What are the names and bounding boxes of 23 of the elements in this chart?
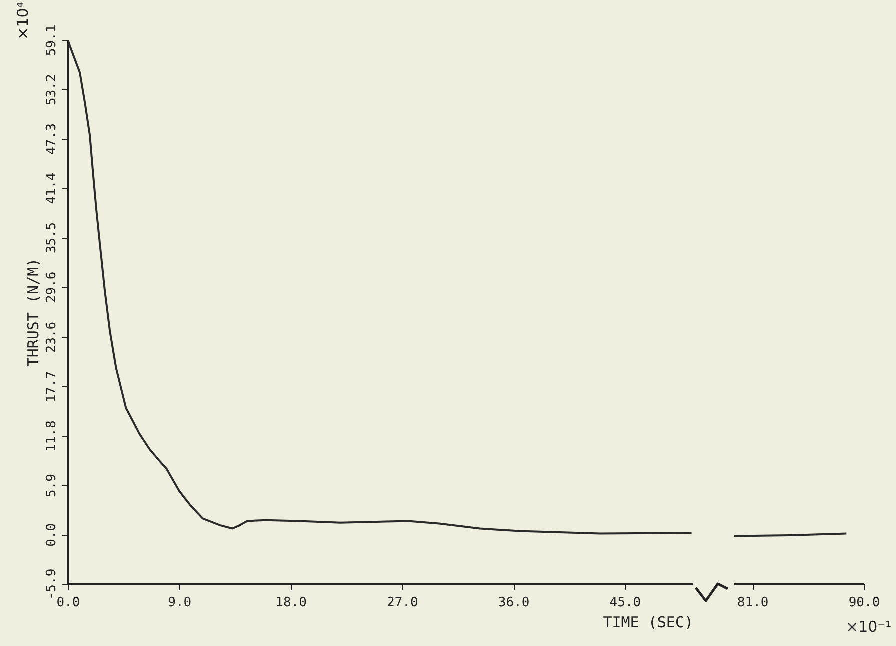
y-tick-label: 23.6 (44, 322, 60, 354)
y-tick-label: 0.0 (44, 523, 60, 547)
y-tick-label: 53.2 (44, 74, 60, 106)
text: ×10⁴ (14, 2, 32, 40)
x-tick-label: 0.0 (56, 596, 80, 610)
x-tick-label: 45.0 (610, 596, 642, 610)
x-tick-label: 9.0 (168, 596, 192, 610)
y-tick-label: 59.1 (44, 24, 60, 56)
x-tick-label: 90.0 (848, 596, 880, 610)
y-tick-label: 29.6 (44, 272, 60, 304)
y-tick-label: 47.3 (44, 124, 60, 155)
text: ×10⁻¹ (846, 618, 892, 636)
x-tick-label: 81.0 (737, 596, 769, 610)
y-tick-label: 17.7 (44, 371, 60, 403)
y-axis-title: THRUST (N/M) (24, 258, 42, 367)
x-tick-label: 18.0 (276, 596, 307, 610)
y-tick-label: 35.5 (44, 222, 60, 254)
y-tick-label: 41.4 (44, 172, 60, 204)
x-axis-title: TIME (SEC) (603, 614, 694, 632)
y-tick-label: 5.9 (44, 474, 60, 498)
x-tick-label: 27.0 (387, 596, 418, 610)
x-tick-label: 36.0 (498, 596, 530, 610)
y-tick-label: 11.8 (44, 420, 60, 452)
